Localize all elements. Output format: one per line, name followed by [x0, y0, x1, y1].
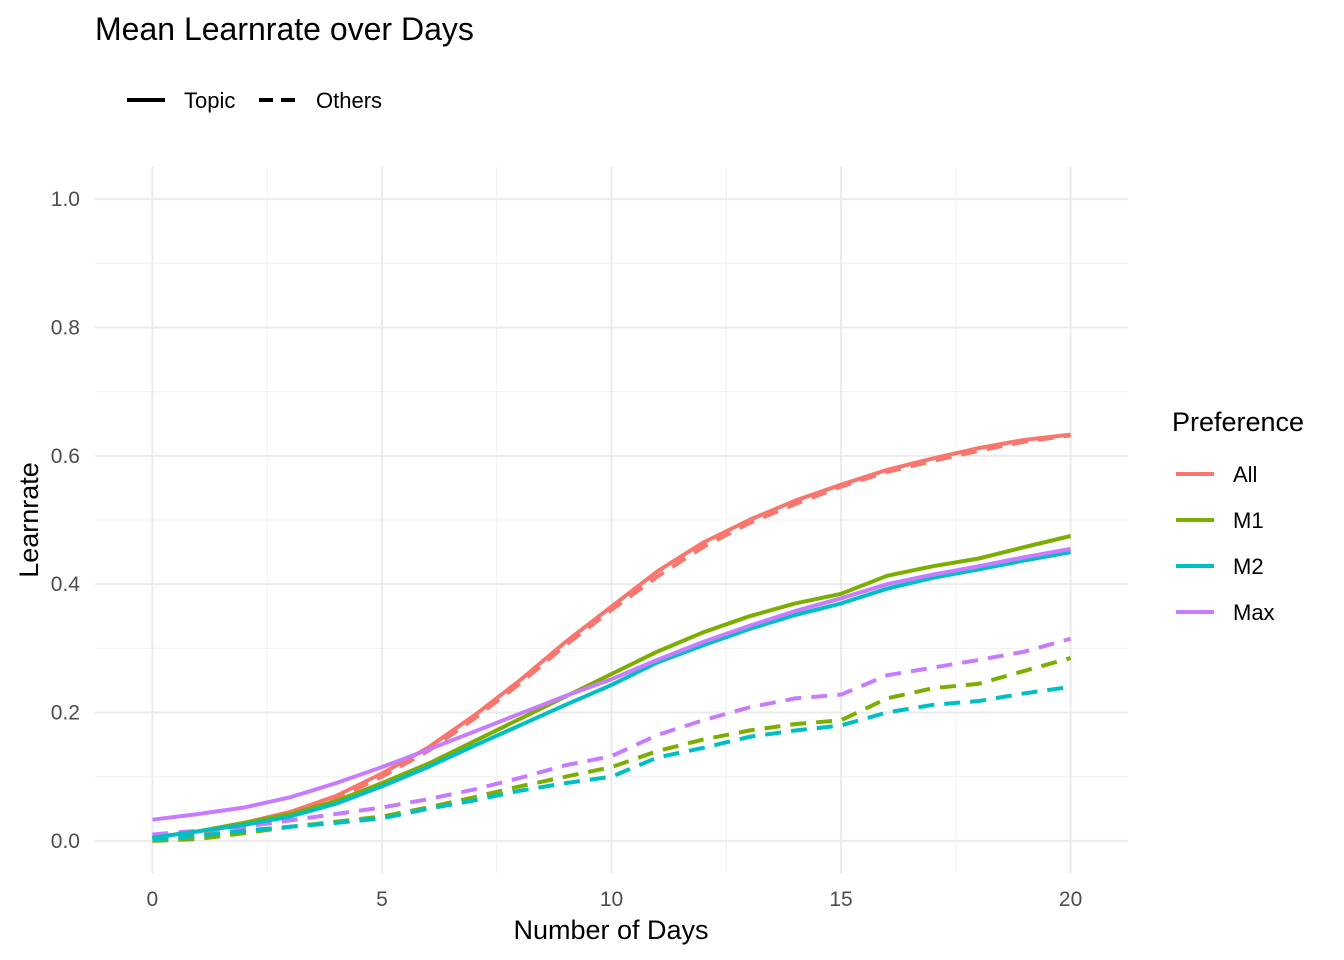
series-lines: [152, 432, 1072, 843]
legend-label-max: Max: [1233, 600, 1275, 625]
x-tick-label: 10: [600, 888, 623, 911]
y-tick-label: 0.2: [51, 702, 80, 725]
y-axis-title: Learnrate: [14, 462, 44, 578]
legend-label-m1: M1: [1233, 508, 1264, 533]
x-tick-label: 20: [1059, 888, 1082, 911]
color-legend: Preference All M1 M2 Max: [1172, 407, 1304, 625]
x-axis-title: Number of Days: [513, 915, 708, 945]
series-line-max-topic: [152, 546, 1071, 822]
series-line-all-topic: [152, 432, 1071, 840]
x-tick-label: 5: [376, 888, 388, 911]
series-line-m1-topic: [152, 534, 1072, 840]
x-tick-label: 15: [829, 888, 852, 911]
legend-title: Preference: [1172, 407, 1304, 437]
x-tick-label: 0: [147, 888, 159, 911]
grid: [95, 167, 1128, 873]
axis-ticks: 0 5 10 15 20 0.0 0.2 0.4 0.6 0.8 1.0: [51, 188, 1082, 911]
series-line-m2-topic: [152, 550, 1071, 840]
series-line-m1-others: [152, 656, 1072, 843]
legend-label-m2: M2: [1233, 554, 1264, 579]
legend-label-others: Others: [316, 88, 382, 113]
y-tick-label: 1.0: [51, 188, 80, 211]
y-tick-label: 0.6: [51, 445, 80, 468]
legend-label-all: All: [1233, 462, 1257, 487]
series-line-max-others: [152, 636, 1072, 837]
linetype-legend: Topic Others: [127, 88, 382, 113]
chart-title: Mean Learnrate over Days: [95, 11, 474, 47]
y-tick-label: 0.0: [51, 830, 80, 853]
legend-label-topic: Topic: [184, 88, 235, 113]
y-tick-label: 0.8: [51, 316, 80, 339]
y-tick-label: 0.4: [51, 573, 81, 596]
